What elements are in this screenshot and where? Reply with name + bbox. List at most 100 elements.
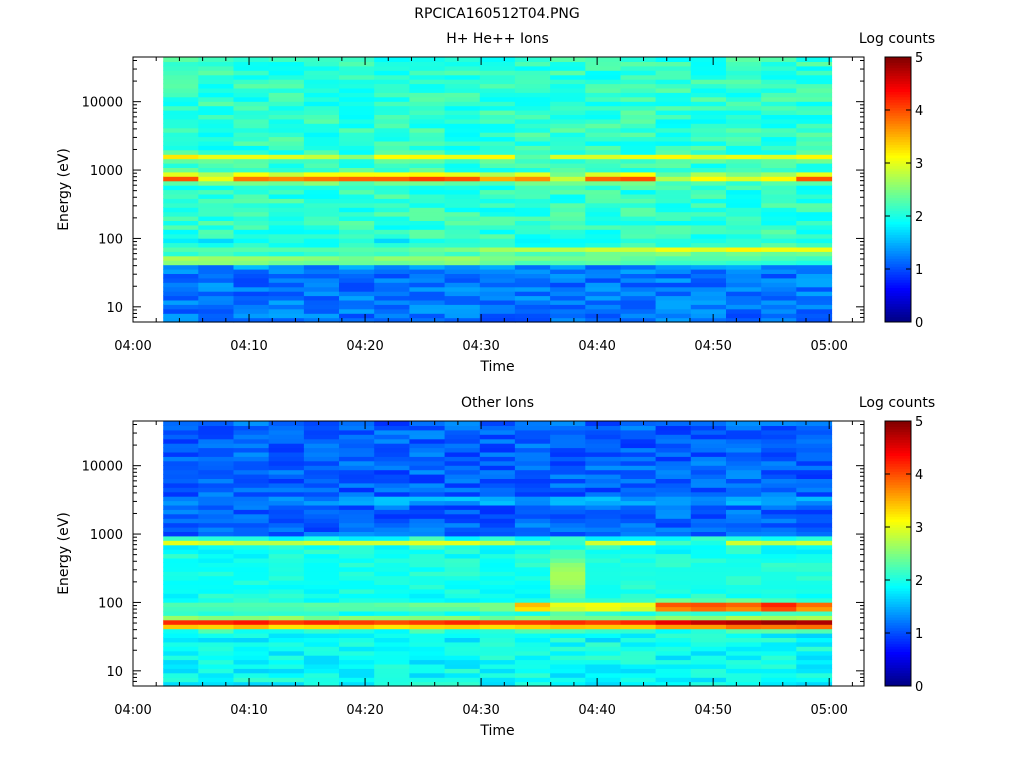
heatmap-cell <box>233 580 270 585</box>
heatmap-cell <box>479 527 516 532</box>
heatmap-cell <box>339 269 375 274</box>
heatmap-cell <box>303 123 340 129</box>
heatmap-cell <box>726 549 762 555</box>
heatmap-cell <box>198 101 235 107</box>
heatmap-cell <box>303 628 340 634</box>
colorbar-segment <box>885 678 911 682</box>
heatmap-cell <box>339 659 375 665</box>
heatmap-cell <box>268 304 305 310</box>
heatmap-cell <box>198 593 235 599</box>
heatmap-cell <box>444 238 481 244</box>
heatmap-cell <box>198 557 235 563</box>
heatmap-cell <box>514 149 551 155</box>
heatmap-cell <box>655 624 692 630</box>
heatmap-cell <box>303 443 340 449</box>
heatmap-cell <box>726 176 762 182</box>
heatmap-cell <box>585 447 622 453</box>
heatmap-cell <box>655 527 692 532</box>
heatmap-cell <box>198 282 235 288</box>
heatmap-cell <box>796 193 833 199</box>
heatmap-cell <box>409 469 446 475</box>
heatmap-cell <box>514 681 551 687</box>
heatmap-cell <box>655 474 692 479</box>
heatmap-cell <box>726 478 762 484</box>
heatmap-cell <box>163 504 199 510</box>
heatmap-cell <box>339 193 375 199</box>
heatmap-cell <box>409 207 446 213</box>
heatmap-cell <box>726 487 762 493</box>
heatmap-cell <box>655 216 692 221</box>
heatmap-cell <box>514 282 551 288</box>
heatmap-cell <box>585 518 622 524</box>
heatmap-cell <box>268 447 305 453</box>
heatmap-cell <box>444 504 481 510</box>
heatmap-cell <box>268 193 305 199</box>
heatmap-cell <box>655 668 692 674</box>
heatmap-cell <box>726 633 762 638</box>
colorbar-segment <box>885 542 911 547</box>
colorbar-segment <box>885 176 911 180</box>
heatmap-cell <box>550 158 586 164</box>
heatmap-cell <box>514 242 551 248</box>
heatmap-cell <box>409 513 446 519</box>
heatmap-cell <box>268 677 305 683</box>
heatmap-cell <box>374 295 410 301</box>
heatmap-cell <box>479 443 516 449</box>
heatmap-cell <box>761 220 797 226</box>
heatmap-cell <box>726 668 762 674</box>
heatmap-cell <box>163 443 199 449</box>
heatmap-cell <box>198 260 235 266</box>
heatmap-cell <box>444 487 481 493</box>
colorbar-segment <box>885 125 911 130</box>
panel-2-title: Other Ions <box>461 395 534 411</box>
colorbar-segment <box>885 229 911 233</box>
heatmap-cell <box>339 313 375 319</box>
heatmap-cell <box>444 96 481 102</box>
colorbar-segment <box>885 218 911 222</box>
heatmap-cell <box>655 580 692 585</box>
heatmap-cell <box>690 123 727 129</box>
heatmap-cell <box>655 549 692 555</box>
heatmap-cell <box>514 425 551 431</box>
heatmap-cell <box>409 646 446 652</box>
colorbar-segment <box>885 513 911 517</box>
heatmap-cell <box>198 637 235 643</box>
heatmap-cell <box>796 286 833 292</box>
heatmap-cell <box>796 557 833 563</box>
heatmap-cell <box>163 92 199 98</box>
heatmap-cell <box>550 557 586 563</box>
heatmap-cell <box>655 443 692 449</box>
heatmap-cell <box>514 549 551 555</box>
heatmap-cell <box>620 145 657 151</box>
heatmap-cell <box>339 553 375 559</box>
heatmap-cell <box>409 566 446 572</box>
heatmap-cell <box>620 465 657 471</box>
heatmap-cell <box>268 580 305 585</box>
colorbar-segment <box>885 611 911 615</box>
heatmap-cell <box>374 434 410 440</box>
heatmap-cell <box>339 127 375 133</box>
colorbar-segment <box>885 112 911 116</box>
heatmap-cell <box>550 299 586 305</box>
heatmap-cell <box>233 79 270 85</box>
heatmap-cell <box>655 118 692 124</box>
heatmap-cell <box>655 597 692 603</box>
colorbar-segment <box>885 253 911 257</box>
heatmap-cell <box>585 628 622 634</box>
heatmap-cell <box>233 163 270 168</box>
colorbar-segment <box>885 654 911 658</box>
heatmap-cell <box>726 615 762 621</box>
heatmap-cell <box>163 619 199 625</box>
heatmap-cell <box>233 264 270 270</box>
heatmap-cell <box>303 677 340 683</box>
heatmap-cell <box>479 242 516 248</box>
heatmap-cell <box>374 496 410 502</box>
heatmap-cell <box>726 496 762 502</box>
heatmap-cell <box>620 615 657 621</box>
heatmap-cell <box>339 566 375 572</box>
heatmap-cell <box>690 434 727 440</box>
heatmap-cell <box>268 624 305 630</box>
heatmap-cell <box>761 246 797 252</box>
heatmap-cell <box>409 619 446 625</box>
